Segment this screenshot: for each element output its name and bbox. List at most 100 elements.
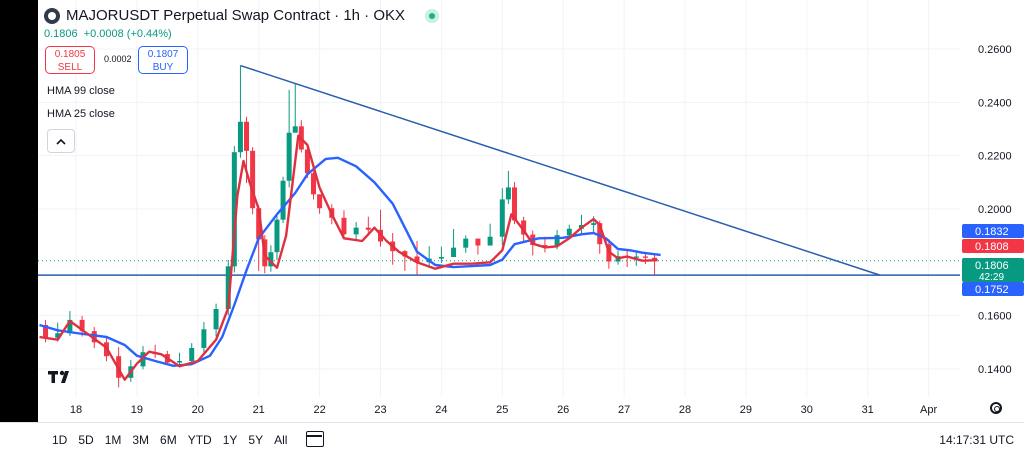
y-tick-label: 0.1600 <box>978 311 1012 323</box>
x-tick-label: 25 <box>496 404 508 416</box>
candle-body <box>438 257 444 259</box>
sell-button[interactable]: 0.1805 SELL <box>45 46 95 74</box>
candle-body <box>463 238 469 248</box>
candle-body <box>304 149 310 174</box>
indicator-hma99[interactable]: HMA 99 close <box>47 85 115 97</box>
candle-body <box>244 121 250 151</box>
y-tick-label: 0.2600 <box>978 44 1012 56</box>
utc-clock[interactable]: 14:17:31 UTC <box>939 433 1014 447</box>
price-axis-label <box>962 239 1024 253</box>
candle-body <box>542 245 548 246</box>
candle-body <box>237 121 243 153</box>
range-5y[interactable]: 5Y <box>248 433 264 447</box>
x-tick-label: 28 <box>679 404 691 416</box>
candle-body <box>566 228 572 236</box>
candle-body <box>250 150 256 209</box>
last-price: 0.1806 <box>44 28 78 40</box>
candle-body <box>286 132 292 181</box>
candle-body <box>189 347 195 361</box>
price-axis-label-text: 0.1806 <box>975 260 1009 272</box>
candle-body <box>505 187 511 200</box>
descending-trend-line[interactable] <box>240 64 881 276</box>
price-axis-label <box>962 282 1024 296</box>
x-tick-label: 24 <box>435 404 447 416</box>
buy-price: 0.1807 <box>147 49 179 60</box>
range-1d[interactable]: 1D <box>52 433 68 447</box>
x-tick-label: 29 <box>740 404 752 416</box>
candle-body <box>353 227 359 235</box>
candle-body <box>642 256 648 258</box>
x-tick-label: 23 <box>374 404 386 416</box>
candle-body <box>256 208 262 240</box>
price-axis-label <box>962 224 1024 238</box>
bottom-toolbar: 1D 5D 1M 3M 6M YTD 1Y 5Y All 14:17:31 UT… <box>0 422 1024 461</box>
price-axis-label-text: 0.1808 <box>975 241 1009 253</box>
price-axis-label-text: 0.1832 <box>975 226 1009 238</box>
chart-header: MAJORUSDT Perpetual Swap Contract · 1h ·… <box>44 7 440 24</box>
candle-body <box>280 180 286 220</box>
tradingview-logo-icon <box>48 370 74 388</box>
bar-countdown-text: 42:29 <box>979 272 1004 283</box>
x-tick-label: 20 <box>192 404 204 416</box>
candle-body <box>402 251 408 257</box>
candle-body <box>268 252 274 267</box>
range-1y[interactable]: 1Y <box>222 433 238 447</box>
candle-body <box>317 194 323 209</box>
candle-body <box>79 319 85 332</box>
go-to-date-calendar-icon[interactable] <box>306 431 324 447</box>
buy-button[interactable]: 0.1807 BUY <box>138 46 188 74</box>
quote-line: 0.1806 +0.0008 (+0.44%) <box>44 28 172 40</box>
price-axis-label-text: 0.1752 <box>975 284 1009 296</box>
y-tick-label: 0.2200 <box>978 151 1012 163</box>
chevron-up-icon <box>56 138 66 145</box>
range-1m[interactable]: 1M <box>104 433 122 447</box>
collapse-indicators-button[interactable] <box>47 129 75 153</box>
y-tick-label: 0.1400 <box>978 364 1012 376</box>
candle-body <box>633 256 639 258</box>
indicator-hma25[interactable]: HMA 25 close <box>47 108 115 120</box>
candle-body <box>274 219 280 253</box>
candle-body <box>213 309 219 330</box>
symbol-logo-icon <box>44 7 60 24</box>
hma99-line <box>39 156 661 367</box>
y-tick-label: 0.2000 <box>978 204 1012 216</box>
x-tick-label: 22 <box>313 404 325 416</box>
candle-body <box>554 235 560 246</box>
x-tick-label: 21 <box>253 404 265 416</box>
candle-body <box>91 331 97 343</box>
range-3m[interactable]: 3M <box>132 433 150 447</box>
candle-body <box>177 361 183 363</box>
price-axis-label <box>962 258 1024 282</box>
candle-body <box>365 227 371 230</box>
range-5d[interactable]: 5D <box>78 433 94 447</box>
range-ytd[interactable]: YTD <box>187 433 212 447</box>
candle-body <box>55 333 61 338</box>
candle-body <box>499 199 505 237</box>
market-open-icon <box>425 8 440 23</box>
candle-body <box>591 223 597 225</box>
range-all[interactable]: All <box>274 433 288 447</box>
candle-body <box>451 247 457 257</box>
x-tick-label: 26 <box>557 404 569 416</box>
candle-body <box>414 256 420 263</box>
buy-label: BUY <box>152 62 174 73</box>
candle-body <box>225 266 231 309</box>
candle-body <box>511 187 517 221</box>
symbol-title[interactable]: MAJORUSDT Perpetual Swap Contract · 1h ·… <box>66 7 406 24</box>
candle-body <box>597 223 603 245</box>
candle-body <box>487 236 493 246</box>
range-6m[interactable]: 6M <box>160 433 177 447</box>
x-tick-label: 18 <box>70 404 82 416</box>
range-selector: 1D 5D 1M 3M 6M YTD 1Y 5Y All <box>52 433 287 447</box>
candle-body <box>521 220 527 235</box>
hma25-line <box>39 134 658 381</box>
candle-body <box>231 152 237 267</box>
spread-value: 0.0002 <box>104 54 132 64</box>
chart-settings-gear-icon[interactable] <box>990 402 1002 414</box>
candle-body <box>475 238 481 246</box>
left-edge-band <box>0 0 38 460</box>
x-tick-label: 30 <box>801 404 813 416</box>
x-tick-label: 31 <box>862 404 874 416</box>
candle-body <box>311 173 317 195</box>
